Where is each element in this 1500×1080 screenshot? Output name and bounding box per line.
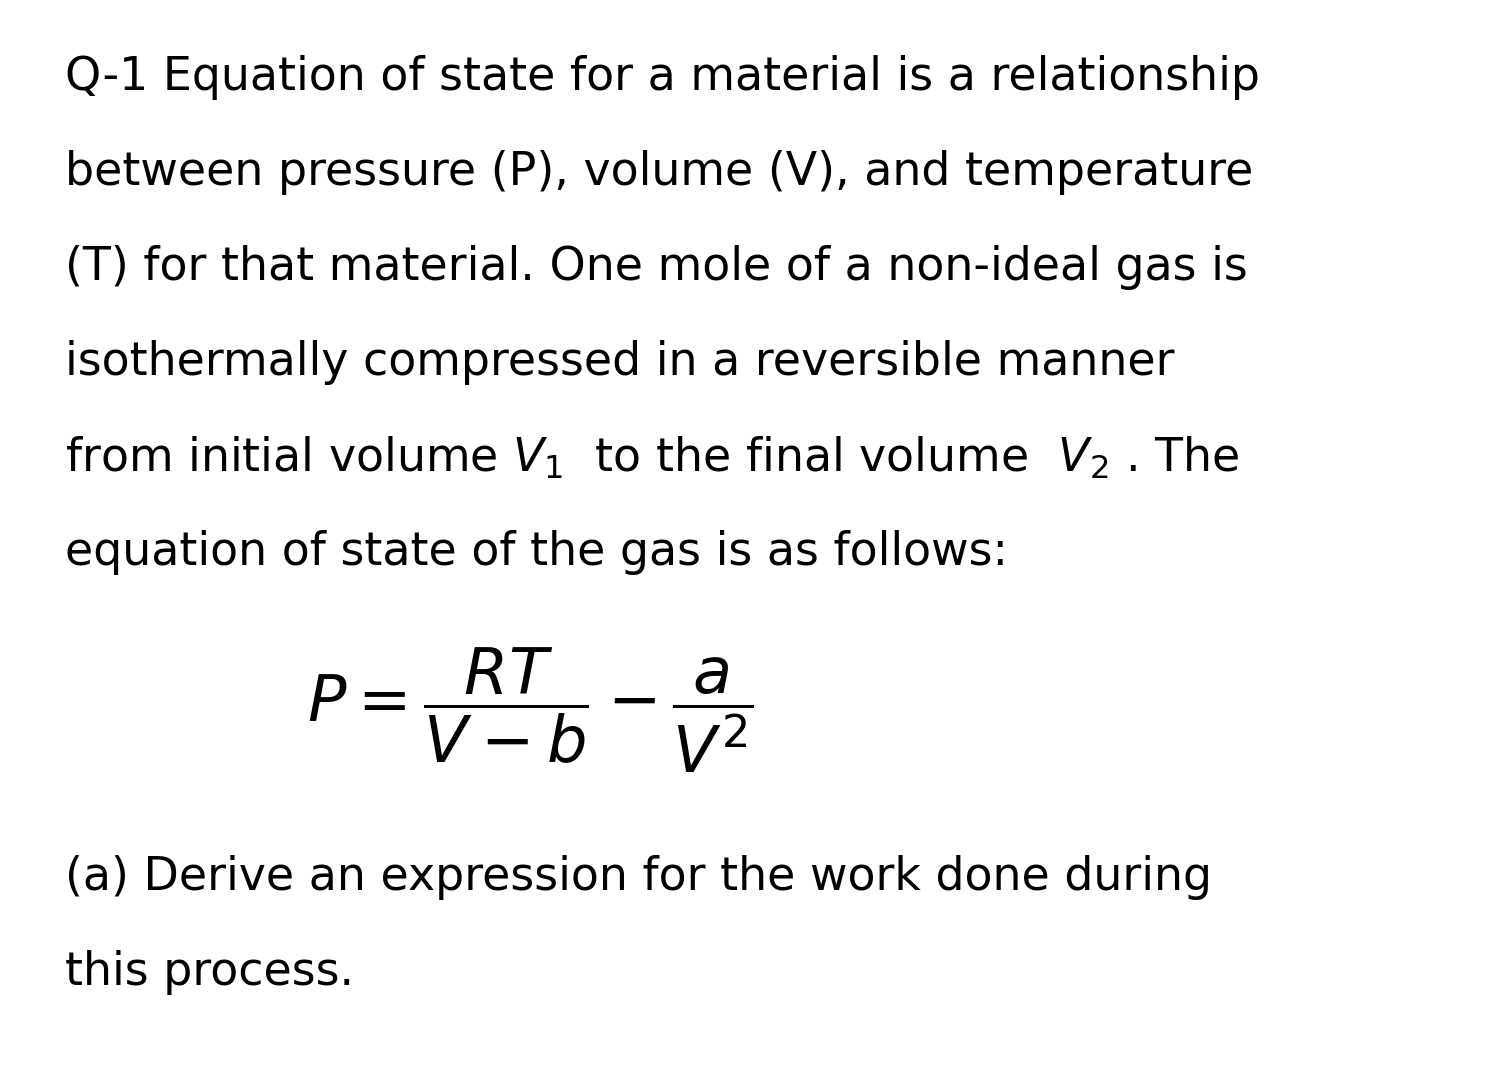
Text: Q-1 Equation of state for a material is a relationship: Q-1 Equation of state for a material is … (64, 55, 1260, 100)
Text: this process.: this process. (64, 950, 354, 995)
Text: (a) Derive an expression for the work done during: (a) Derive an expression for the work do… (64, 855, 1212, 900)
Text: (T) for that material. One mole of a non-ideal gas is: (T) for that material. One mole of a non… (64, 245, 1248, 291)
Text: isothermally compressed in a reversible manner: isothermally compressed in a reversible … (64, 340, 1174, 384)
Text: from initial volume $V_1$  to the final volume  $V_2$ . The: from initial volume $V_1$ to the final v… (64, 435, 1239, 482)
Text: equation of state of the gas is as follows:: equation of state of the gas is as follo… (64, 530, 1008, 575)
Text: $P = \dfrac{RT}{V - b} - \dfrac{a}{V^2}$: $P = \dfrac{RT}{V - b} - \dfrac{a}{V^2}$ (308, 646, 753, 774)
Text: between pressure (P), volume (V), and temperature: between pressure (P), volume (V), and te… (64, 150, 1254, 195)
